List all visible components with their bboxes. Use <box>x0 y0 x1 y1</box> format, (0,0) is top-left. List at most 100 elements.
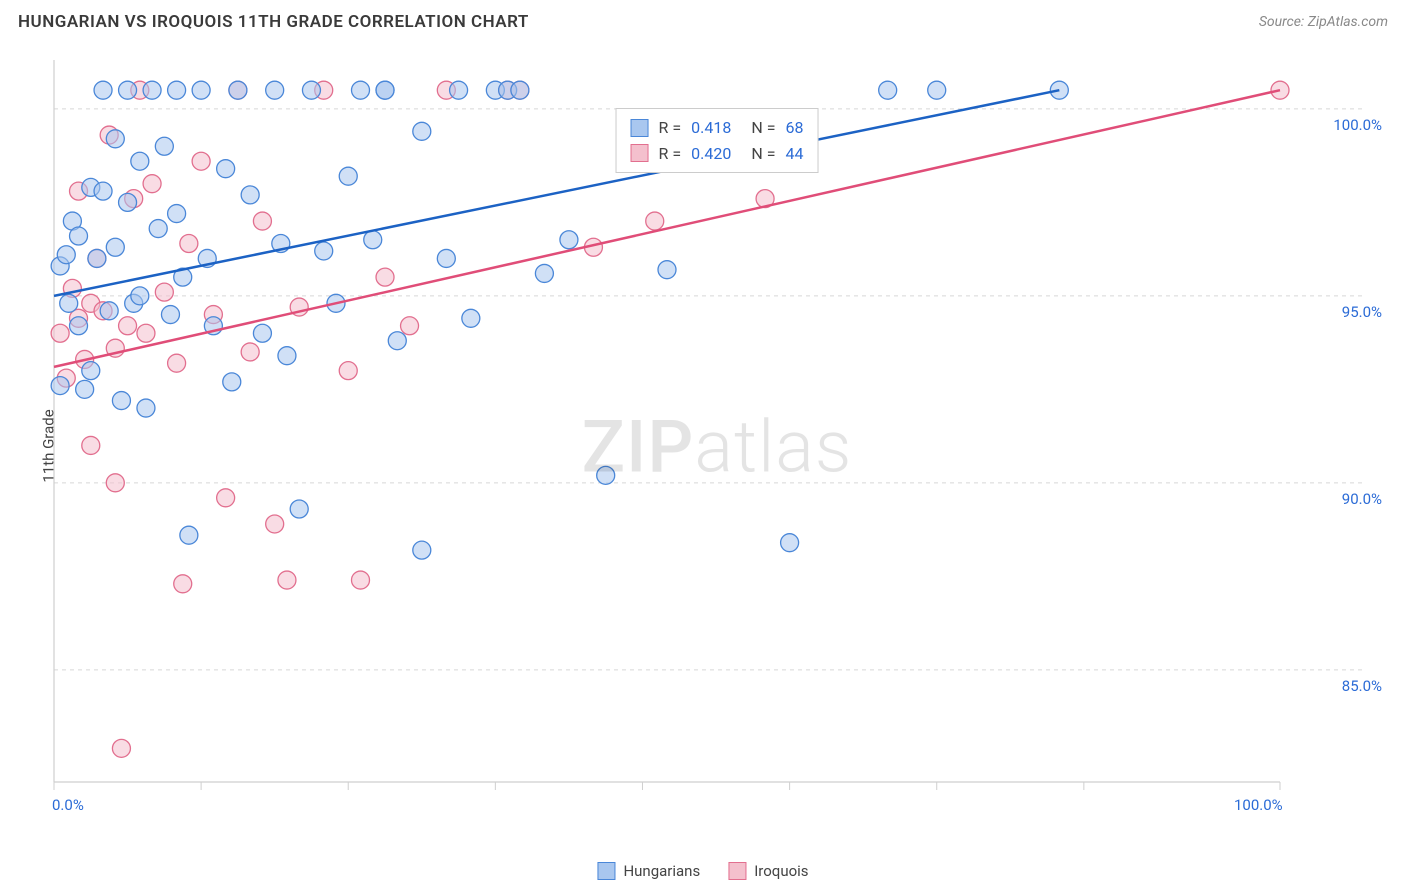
y-tick-label: 85.0% <box>1342 677 1382 695</box>
data-point-hungarians <box>70 227 88 245</box>
data-point-hungarians <box>658 261 676 279</box>
data-point-hungarians <box>302 81 320 99</box>
source-attribution: Source: ZipAtlas.com <box>1259 14 1388 30</box>
data-point-hungarians <box>560 231 578 249</box>
data-point-iroquois <box>119 317 137 335</box>
legend-r-label: R = <box>659 141 682 167</box>
data-point-iroquois <box>401 317 419 335</box>
correlation-legend: R = 0.418 N = 68 R = 0.420 N = 44 <box>616 108 819 173</box>
y-tick-label: 100.0% <box>1333 116 1382 134</box>
data-point-iroquois <box>352 571 370 589</box>
data-point-hungarians <box>82 362 100 380</box>
data-point-hungarians <box>229 81 247 99</box>
data-point-iroquois <box>143 175 161 193</box>
data-point-iroquois <box>137 324 155 342</box>
data-point-hungarians <box>315 242 333 260</box>
data-point-hungarians <box>119 81 137 99</box>
data-point-hungarians <box>352 81 370 99</box>
data-point-hungarians <box>376 81 394 99</box>
data-point-hungarians <box>131 152 149 170</box>
data-point-iroquois <box>82 436 100 454</box>
legend-swatch-iroquois <box>631 144 649 162</box>
data-point-iroquois <box>278 571 296 589</box>
legend-r-value-hungarians: 0.418 <box>691 115 731 141</box>
data-point-iroquois <box>51 324 69 342</box>
data-point-hungarians <box>119 193 137 211</box>
legend-item-hungarians: Hungarians <box>597 862 700 880</box>
trend-line-hungarians <box>54 90 1059 296</box>
data-point-hungarians <box>60 294 78 312</box>
legend-n-label: N = <box>751 141 775 167</box>
data-point-hungarians <box>388 332 406 350</box>
data-point-iroquois <box>1271 81 1289 99</box>
legend-label-iroquois: Iroquois <box>754 862 808 880</box>
legend-row-hungarians: R = 0.418 N = 68 <box>631 115 804 141</box>
data-point-hungarians <box>266 81 284 99</box>
data-point-hungarians <box>155 137 173 155</box>
data-point-hungarians <box>192 81 210 99</box>
data-point-iroquois <box>339 362 357 380</box>
legend-r-label: R = <box>659 115 682 141</box>
data-point-hungarians <box>253 324 271 342</box>
data-point-iroquois <box>180 235 198 253</box>
data-point-iroquois <box>253 212 271 230</box>
data-point-hungarians <box>462 309 480 327</box>
data-point-hungarians <box>217 160 235 178</box>
data-point-hungarians <box>70 317 88 335</box>
chart-area: ZIPatlas R =0.418N =68R =0.420N =44 85.0… <box>46 50 1388 844</box>
legend-r-value-iroquois: 0.420 <box>691 141 731 167</box>
data-point-hungarians <box>879 81 897 99</box>
chart-title: HUNGARIAN VS IROQUOIS 11TH GRADE CORRELA… <box>18 12 529 32</box>
data-point-hungarians <box>168 205 186 223</box>
data-point-hungarians <box>106 130 124 148</box>
data-point-hungarians <box>437 249 455 267</box>
y-tick-label: 90.0% <box>1342 490 1382 508</box>
data-point-hungarians <box>290 500 308 518</box>
data-point-hungarians <box>88 249 106 267</box>
data-point-iroquois <box>241 343 259 361</box>
data-point-hungarians <box>94 182 112 200</box>
data-point-iroquois <box>174 575 192 593</box>
x-tick-label: 100.0% <box>1234 796 1283 814</box>
data-point-hungarians <box>364 231 382 249</box>
data-point-hungarians <box>450 81 468 99</box>
data-point-iroquois <box>646 212 664 230</box>
data-point-hungarians <box>597 466 615 484</box>
data-point-hungarians <box>241 186 259 204</box>
data-point-hungarians <box>131 287 149 305</box>
x-tick-label: 0.0% <box>52 796 84 814</box>
data-point-hungarians <box>57 246 75 264</box>
data-point-hungarians <box>51 377 69 395</box>
data-point-hungarians <box>106 238 124 256</box>
legend-item-iroquois: Iroquois <box>728 862 808 880</box>
data-point-iroquois <box>266 515 284 533</box>
series-legend: Hungarians Iroquois <box>597 862 808 880</box>
data-point-iroquois <box>155 283 173 301</box>
data-point-hungarians <box>511 81 529 99</box>
data-point-iroquois <box>106 474 124 492</box>
legend-swatch-iroquois <box>728 862 746 880</box>
legend-n-value-hungarians: 68 <box>785 115 803 141</box>
legend-swatch-hungarians <box>631 119 649 137</box>
y-tick-label: 95.0% <box>1342 303 1382 321</box>
data-point-iroquois <box>112 739 130 757</box>
header: HUNGARIAN VS IROQUOIS 11TH GRADE CORRELA… <box>0 0 1406 38</box>
data-point-hungarians <box>413 541 431 559</box>
data-point-iroquois <box>168 354 186 372</box>
data-point-iroquois <box>192 152 210 170</box>
legend-n-value-iroquois: 44 <box>785 141 803 167</box>
data-point-hungarians <box>535 264 553 282</box>
data-point-hungarians <box>180 526 198 544</box>
data-point-hungarians <box>928 81 946 99</box>
data-point-hungarians <box>100 302 118 320</box>
data-point-hungarians <box>168 81 186 99</box>
data-point-hungarians <box>1050 81 1068 99</box>
data-point-iroquois <box>376 268 394 286</box>
data-point-hungarians <box>76 380 94 398</box>
data-point-hungarians <box>143 81 161 99</box>
legend-n-label: N = <box>751 115 775 141</box>
data-point-hungarians <box>278 347 296 365</box>
data-point-hungarians <box>94 81 112 99</box>
legend-row-iroquois: R = 0.420 N = 44 <box>631 141 804 167</box>
data-point-hungarians <box>413 122 431 140</box>
